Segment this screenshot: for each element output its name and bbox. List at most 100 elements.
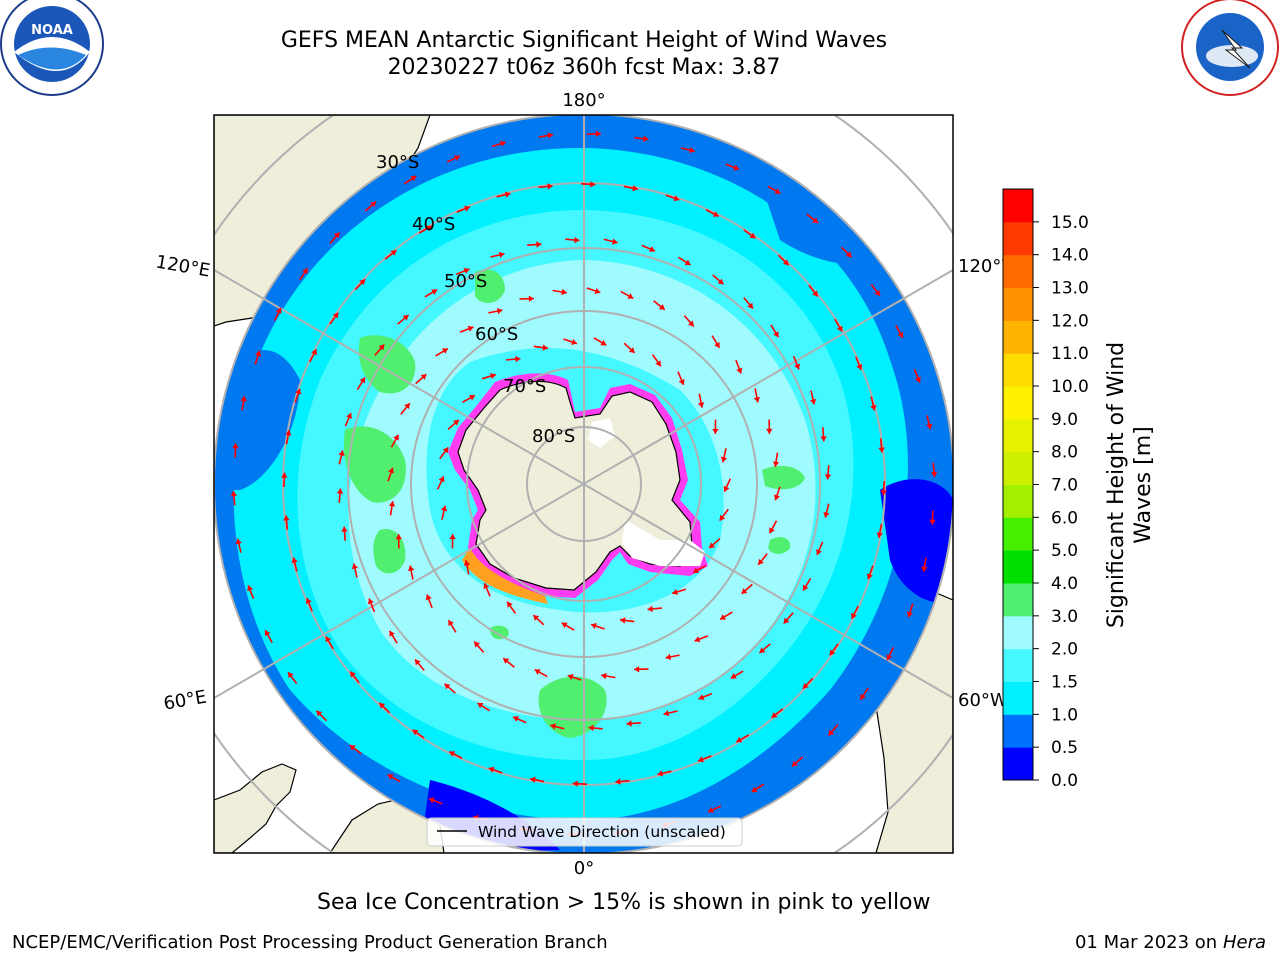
wave-direction-arrowhead xyxy=(876,532,883,538)
wave-direction-arrowhead xyxy=(442,447,449,454)
colorbar-bin xyxy=(1003,386,1033,420)
wave-direction-arrowhead xyxy=(402,314,409,321)
wave-direction-arrowhead xyxy=(449,751,456,757)
wave-direction-arrowhead xyxy=(454,155,460,161)
wave-direction-arrowhead xyxy=(628,347,635,353)
wave-direction-arrowhead xyxy=(803,584,809,591)
wave-direction-arrowhead xyxy=(694,636,701,643)
wave-direction-arrowhead xyxy=(412,729,419,736)
wave-direction-arrowhead xyxy=(914,376,921,383)
wave-direction-arrowhead xyxy=(697,402,705,408)
chart-title-line2: 20230227 t06z 360h fcst Max: 3.87 xyxy=(387,55,781,80)
wave-direction-arrowhead xyxy=(708,807,714,813)
wave-direction-arrowhead xyxy=(657,770,664,777)
wave-direction-arrowhead xyxy=(730,673,737,679)
wave-direction-arrowhead xyxy=(441,348,448,354)
wave-direction-arrowhead xyxy=(463,560,471,566)
colorbar-bin xyxy=(1003,254,1033,288)
wave-direction-arrowhead xyxy=(567,673,574,680)
wave-direction-arrowhead xyxy=(626,720,632,727)
wave-direction-arrowhead xyxy=(359,377,365,384)
wave-direction-arrowhead xyxy=(448,620,454,627)
wave-direction-arrowhead xyxy=(474,641,480,648)
wave-direction-arrowhead xyxy=(601,672,607,680)
wave-direction-arrowhead xyxy=(588,724,594,732)
wave-direction-arrowhead xyxy=(395,534,402,540)
wave-direction-arrowhead xyxy=(783,617,790,624)
noaa-logo-icon: NOAA xyxy=(0,0,104,96)
map-legend: Wind Wave Direction (unscaled) xyxy=(426,817,743,847)
wave-direction-arrowhead xyxy=(453,419,459,426)
colorbar-tick-label: 8.0 xyxy=(1051,443,1078,463)
colorbar-bin xyxy=(1003,418,1033,453)
footer-host: Hera xyxy=(1222,932,1266,953)
wave-direction-arrowhead xyxy=(349,745,356,751)
noaa-logo-text: NOAA xyxy=(31,23,73,38)
nws-logo-icon xyxy=(1181,0,1279,96)
wave-direction-arrowhead xyxy=(921,566,928,572)
wave-direction-arrowhead xyxy=(255,350,262,357)
colorbar-tick-label: 1.5 xyxy=(1051,673,1078,693)
wave-direction-arrowhead xyxy=(534,669,541,675)
colorbar-bin xyxy=(1003,221,1033,256)
wave-direction-arrowhead xyxy=(794,363,801,370)
colorbar-bin xyxy=(1003,550,1033,584)
wave-direction-arrowhead xyxy=(438,476,445,483)
wave-direction-arrowhead xyxy=(615,778,621,785)
wave-direction-arrowhead xyxy=(673,195,680,202)
colorbar-tick-label: 0.0 xyxy=(1051,771,1078,791)
colorbar: 0.0 0.5 1.0 1.5 2.0 3.0 4.0 5.0 6.0 7.0 8.0 9.0 10.0… xyxy=(1002,188,1089,791)
colorbar-bin xyxy=(1003,615,1033,650)
lat-label-40s: 40°S xyxy=(412,214,455,235)
wave-direction-arrowhead xyxy=(824,474,832,480)
wave-direction-arrowhead xyxy=(561,288,567,296)
wave-direction-arrowhead xyxy=(547,132,554,139)
wave-direction-arrowhead xyxy=(425,225,432,232)
wave-direction-arrowhead xyxy=(874,289,880,296)
wave-direction-arrowhead xyxy=(591,622,597,630)
wave-direction-arrowhead xyxy=(829,649,836,656)
colorbar-tick-label: 12.0 xyxy=(1051,311,1089,331)
colorbar-bin xyxy=(1003,451,1033,485)
wave-direction-arrowhead xyxy=(407,565,415,572)
colorbar-tick-label: 0.5 xyxy=(1051,738,1078,758)
wave-direction-arrowhead xyxy=(230,491,238,497)
wave-direction-arrowhead xyxy=(845,251,852,258)
wave-direction-arrowhead xyxy=(574,236,580,244)
colorbar-tick-label: 7.0 xyxy=(1051,476,1078,496)
wave-direction-arrowhead xyxy=(240,396,247,402)
wave-direction-arrowhead xyxy=(880,490,887,496)
wave-direction-arrowhead xyxy=(773,494,780,501)
wave-direction-arrowhead xyxy=(809,398,817,405)
wave-direction-arrowhead xyxy=(688,320,694,327)
wave-direction-arrowhead xyxy=(634,666,640,673)
colorbar-bin xyxy=(1003,189,1033,223)
wave-direction-arrowhead xyxy=(594,288,601,295)
wave-direction-arrowhead xyxy=(816,549,822,555)
wave-direction-arrowhead xyxy=(836,325,843,332)
wave-direction-arrowhead xyxy=(720,456,728,463)
wave-direction-arrowhead xyxy=(283,515,290,521)
wave-direction-arrowhead xyxy=(655,360,661,367)
colorbar-tick-label: 1.0 xyxy=(1051,705,1078,725)
wave-direction-arrowhead xyxy=(772,461,780,467)
wave-direction-arrowhead xyxy=(717,278,724,285)
colorbar-bin xyxy=(1003,320,1033,354)
lon-label-60e: 60°E xyxy=(162,686,208,714)
colorbar-tick-label: 15.0 xyxy=(1051,213,1089,233)
wave-direction-arrowhead xyxy=(232,443,239,449)
wave-direction-arrowhead xyxy=(247,585,254,592)
wave-direction-arrowhead xyxy=(723,485,730,492)
wave-direction-arrowhead xyxy=(714,341,720,348)
wave-direction-arrowhead xyxy=(678,378,685,385)
wave-direction-arrowhead xyxy=(698,756,704,763)
wave-direction-arrowhead xyxy=(926,423,933,430)
colorbar-tick-label: 4.0 xyxy=(1051,574,1078,594)
wave-direction-arrowhead xyxy=(698,694,705,701)
wave-direction-arrowhead xyxy=(749,232,756,239)
wave-direction-arrowhead xyxy=(897,331,904,338)
wave-direction-arrowhead xyxy=(305,598,312,604)
colorbar-bin xyxy=(1003,484,1033,518)
colorbar-bin xyxy=(1003,583,1033,617)
colorbar-title-line2: Waves [m] xyxy=(1131,426,1156,544)
